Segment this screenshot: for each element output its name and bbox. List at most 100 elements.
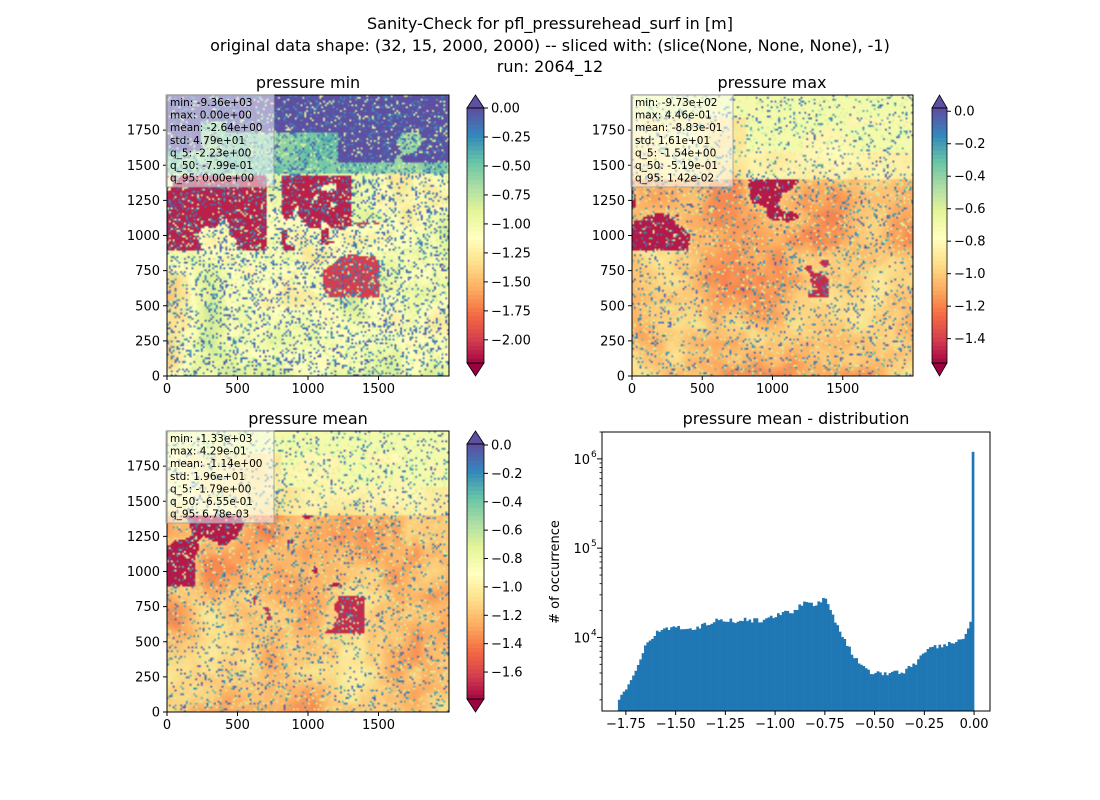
- colorbar-swatch: [932, 346, 947, 351]
- y-tick-label: 0: [152, 370, 160, 385]
- histogram-bar: [798, 604, 802, 711]
- colorbar-swatch: [932, 193, 947, 198]
- colorbar-swatch: [932, 184, 947, 190]
- histogram-bar: [701, 623, 704, 711]
- histogram-bar: [767, 617, 771, 711]
- colorbar-swatch: [467, 469, 484, 475]
- stats-line: q_5: -2.23e+00: [170, 147, 251, 159]
- colorbar-swatch: [932, 261, 947, 266]
- colorbar-swatch: [932, 299, 947, 305]
- colorbar-swatch: [467, 550, 484, 556]
- histogram-bar: [917, 659, 920, 711]
- colorbar-swatch: [932, 248, 947, 254]
- histogram-bar: [796, 609, 799, 711]
- colorbar-swatch: [467, 648, 484, 653]
- colorbar-swatch: [467, 218, 484, 224]
- colorbar-swatch: [467, 618, 484, 624]
- histogram-bar: [921, 653, 925, 711]
- colorbar-swatch: [467, 116, 484, 122]
- histogram-bar: [914, 664, 918, 711]
- colorbar-swatch: [932, 320, 947, 326]
- histogram-bar: [693, 629, 697, 711]
- histogram-bar: [928, 647, 932, 711]
- x-tick-label: −1.50: [656, 717, 696, 732]
- colorbar-swatch: [932, 329, 947, 334]
- colorbar-swatch: [467, 631, 484, 636]
- x-tick-label: 1000: [756, 382, 789, 397]
- y-tick-label: 10: [573, 542, 590, 557]
- colorbar-swatch: [467, 252, 484, 258]
- histogram-bar: [810, 602, 813, 711]
- histogram-bar: [867, 669, 870, 711]
- colorbar-swatch: [467, 554, 484, 560]
- histogram-bar: [715, 618, 718, 711]
- colorbar-swatch: [467, 588, 484, 594]
- x-tick-label: 1000: [291, 382, 324, 397]
- x-axis-ticks: 0 500 1000 1500: [163, 376, 395, 397]
- colorbar-swatch: [467, 142, 484, 147]
- histogram-bar: [682, 629, 685, 711]
- stats-line: q_5: -1.79e+00: [170, 483, 251, 495]
- stats-line: q_50: -6.55e-01: [170, 496, 253, 508]
- histogram-bar: [651, 638, 654, 711]
- colorbar-swatch: [467, 307, 484, 313]
- colorbar-swatch: [467, 133, 484, 139]
- colorbar-swatch: [932, 227, 947, 232]
- colorbar-swatch: [467, 150, 484, 156]
- panel-pressure-mean: pressure mean 0 500 1000 1500 0 250 500 750 100…: [127, 409, 523, 733]
- colorbar-swatch: [467, 303, 484, 309]
- y-tick-label: 1000: [592, 229, 625, 244]
- histogram-bar: [857, 663, 861, 711]
- histogram-bar: [957, 639, 961, 711]
- histogram-bar: [924, 652, 927, 711]
- colorbar-swatch: [932, 269, 947, 275]
- histogram-bar: [969, 621, 973, 711]
- colorbar-swatch: [932, 303, 947, 309]
- colorbar-swatch: [467, 227, 484, 232]
- histogram-bar: [807, 602, 811, 711]
- colorbar-swatch: [467, 486, 484, 492]
- colorbar-swatch: [932, 312, 947, 317]
- colorbar-swatch: [932, 252, 947, 258]
- colorbar-tick-label: −0.4: [954, 170, 986, 185]
- panel-title: pressure mean - distribution: [683, 409, 910, 428]
- histogram-bar: [686, 628, 690, 711]
- colorbar: 0.00 −0.25 −0.50 −0.75 −1.00 −1.25 −1.50 −1.75 −…: [466, 94, 531, 377]
- histogram-bar: [900, 672, 904, 711]
- x-tick-label: −0.25: [904, 717, 944, 732]
- y-tick-label: 1500: [127, 159, 160, 174]
- histogram-bar: [731, 622, 735, 711]
- colorbar-tick-label: −1.50: [491, 275, 531, 290]
- colorbar-swatch: [932, 120, 947, 126]
- stats-line: std: 1.61e+01: [635, 135, 710, 147]
- histogram-bar: [653, 635, 657, 711]
- histogram-bar: [886, 675, 889, 711]
- colorbar-tick-label: −1.0: [954, 267, 986, 282]
- colorbar-tick-label: −1.2: [954, 300, 986, 315]
- histogram-bar: [748, 619, 752, 711]
- colorbar-swatch: [467, 686, 484, 692]
- colorbar-swatch: [467, 677, 484, 683]
- stats-line: mean: -1.14e+00: [170, 458, 262, 470]
- colorbar-tick-label: −0.8: [491, 552, 523, 567]
- histogram-bar: [843, 638, 847, 711]
- histogram-bar: [931, 646, 935, 711]
- y-tick-label: 1750: [592, 124, 625, 139]
- y-tick-label: 1250: [592, 194, 625, 209]
- stats-box-bg: [165, 94, 275, 188]
- histogram-bar: [670, 627, 673, 711]
- histogram-bar: [705, 625, 709, 711]
- colorbar-swatch: [467, 261, 484, 266]
- histogram-bar: [724, 621, 728, 711]
- colorbar-swatch: [467, 546, 484, 551]
- colorbar-swatch: [467, 320, 484, 326]
- histogram-bar: [814, 605, 818, 711]
- colorbar-tick-label: −0.25: [491, 130, 531, 145]
- colorbar-swatch: [467, 286, 484, 292]
- y-tick-label: 500: [135, 299, 160, 314]
- histogram-bar: [772, 618, 775, 711]
- colorbar-swatch: [467, 210, 484, 215]
- histogram-bar: [636, 664, 640, 711]
- histogram-bar: [629, 680, 633, 711]
